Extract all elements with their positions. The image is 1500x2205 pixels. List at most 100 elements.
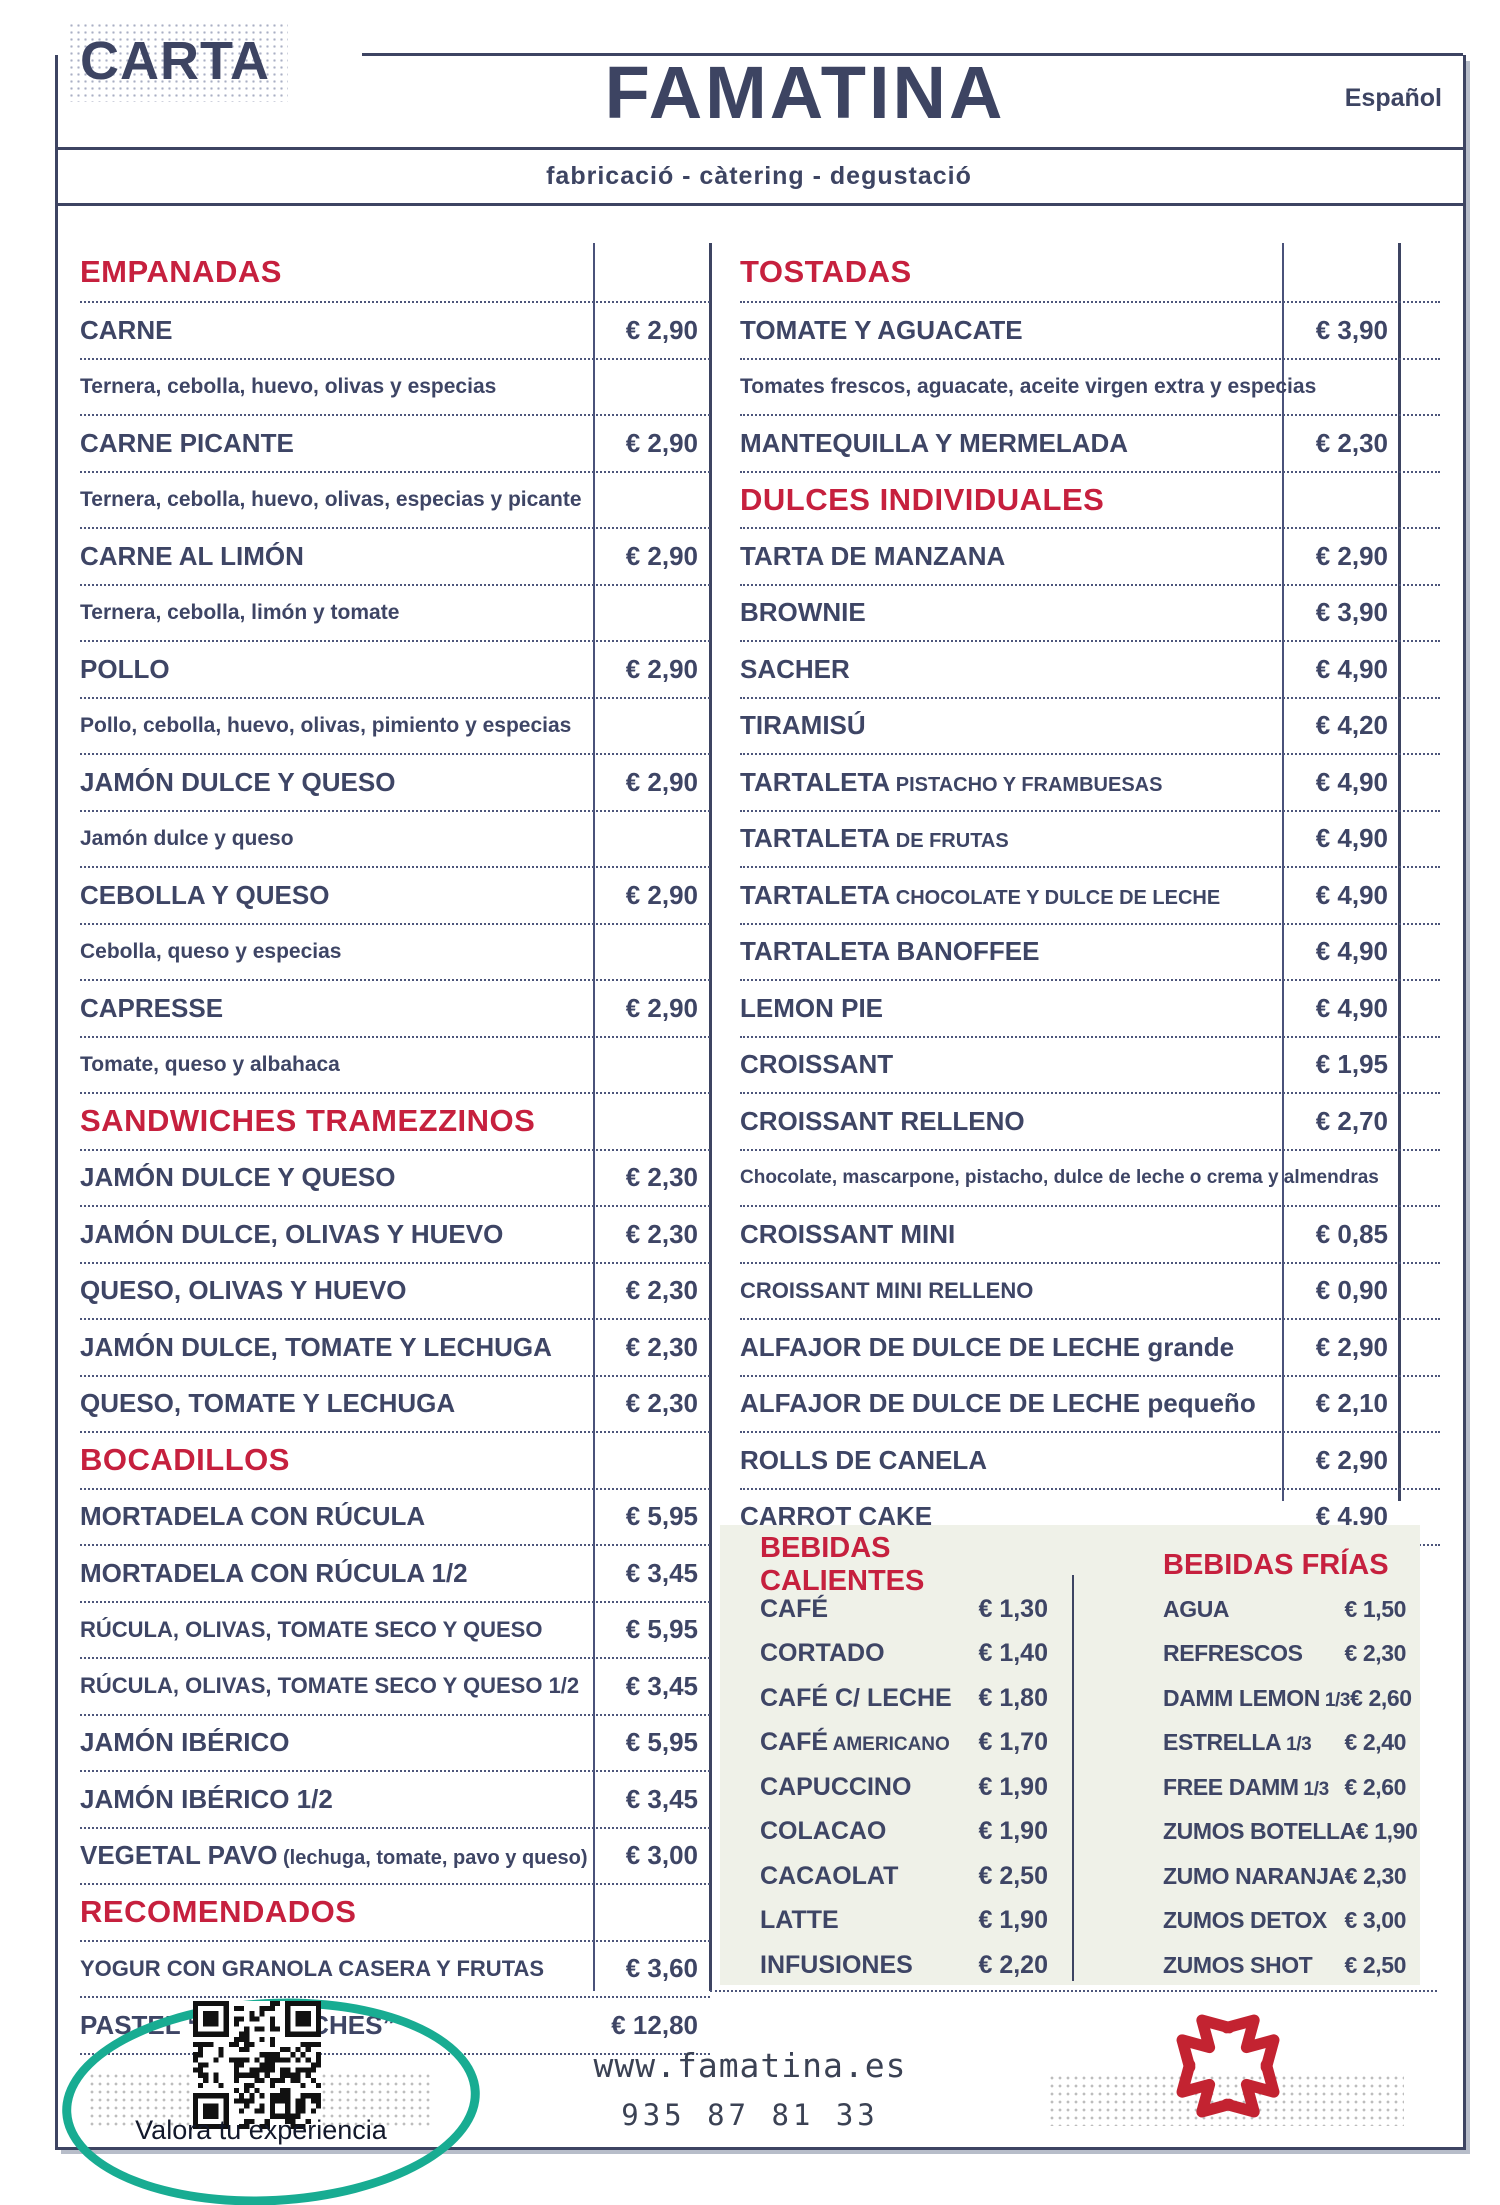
item-name: CARNE: [80, 314, 173, 345]
tagline: fabricació - càtering - degustació: [546, 162, 972, 190]
item-price: € 0,90: [1315, 1275, 1388, 1306]
item-description: Pollo, cebolla, huevo, olivas, pimiento …: [80, 699, 710, 755]
item-name: JAMÓN IBÉRICO: [80, 1727, 290, 1758]
drink-price: € 2,20: [978, 1950, 1048, 1979]
brand-logo: FAMATINA: [604, 51, 1006, 134]
cold-drinks-column: BEBIDAS FRÍAS AGUA € 1,50 REFRESCOS € 2,30 D…: [1163, 1543, 1418, 1988]
item-name: SACHER: [740, 653, 850, 684]
item-price: € 2,70: [1315, 1105, 1388, 1136]
drink-price: € 1,40: [978, 1639, 1048, 1668]
item-price: € 1,95: [1315, 1049, 1388, 1080]
menu-item-row: VEGETAL PAVO (lechuga, tomate, pavo y qu…: [80, 1829, 710, 1885]
menu-item-row: TARTALETA BANOFFEE € 4,90: [740, 925, 1440, 981]
item-description: Ternera, cebolla, limón y tomate: [80, 586, 710, 642]
item-description: Jamón dulce y queso: [80, 812, 710, 868]
item-price: € 4,90: [1315, 992, 1388, 1023]
drink-name: ZUMO NARANJA: [1163, 1862, 1345, 1889]
section-heading: BEBIDAS FRÍAS: [1163, 1548, 1389, 1581]
item-description: Ternera, cebolla, huevo, olivas, especia…: [80, 473, 710, 529]
menu-item-row: CARNE € 2,90: [80, 303, 710, 360]
drink-price: € 1,90: [978, 1772, 1048, 1801]
drink-item-row: CORTADO € 1,40: [760, 1632, 1048, 1677]
language-toggle[interactable]: Español: [1344, 84, 1442, 112]
item-subname: CHOCOLATE Y DULCE DE LECHE: [890, 886, 1221, 909]
menu-item-row: CROISSANT MINI € 0,85: [740, 1207, 1440, 1264]
item-description: Chocolate, mascarpone, pistacho, dulce d…: [740, 1151, 1440, 1207]
tagline-band: fabricació - càtering - degustació: [55, 147, 1463, 206]
drink-item-row: DAMM LEMON 1/3 € 2,60: [1163, 1676, 1412, 1721]
menu-item-row: TARTALETA PISTACHO Y FRAMBUESAS € 4,90: [740, 755, 1440, 812]
menu-item-row: RÚCULA, OLIVAS, TOMATE SECO Y QUESO 1/2 €…: [80, 1659, 710, 1716]
drink-subname: 1/3: [1281, 1734, 1312, 1756]
item-price: € 2,30: [1315, 427, 1388, 458]
menu-item-row: TIRAMISÚ € 4,20: [740, 699, 1440, 755]
drink-item-row: ZUMO NARANJA € 2,30: [1163, 1854, 1407, 1899]
item-name: TOMATE Y AGUACATE: [740, 314, 1023, 345]
item-name: ROLLS DE CANELA: [740, 1444, 987, 1475]
item-name: MORTADELA CON RÚCULA 1/2: [80, 1557, 468, 1588]
item-price: € 3,45: [625, 1557, 698, 1588]
drink-name: FREE DAMM 1/3: [1163, 1773, 1330, 1800]
item-price: € 3,45: [625, 1670, 698, 1701]
menu-item-row: JAMÓN IBÉRICO € 5,95: [80, 1716, 710, 1772]
drink-price: € 1,80: [978, 1683, 1048, 1712]
menu-item-row: CROISSANT MINI RELLENO € 0,90: [740, 1264, 1440, 1320]
item-name: CROISSANT: [740, 1049, 894, 1080]
item-price: € 2,30: [625, 1331, 698, 1362]
item-price: € 2,90: [625, 766, 698, 797]
item-name: QUESO, OLIVAS Y HUEVO: [80, 1275, 407, 1306]
menu-item-row: CROISSANT RELLENO € 2,70: [740, 1094, 1440, 1151]
item-price: € 2,90: [1315, 1331, 1388, 1362]
drink-price: € 1,30: [978, 1594, 1048, 1623]
menu-item-row: TARTA DE MANZANA € 2,90: [740, 529, 1440, 586]
menu-item-row: MORTADELA CON RÚCULA 1/2 € 3,45: [80, 1546, 710, 1603]
item-price: € 5,95: [625, 1727, 698, 1758]
item-name: CROISSANT MINI RELLENO: [740, 1277, 1034, 1303]
item-name: JAMÓN DULCE, TOMATE Y LECHUGA: [80, 1331, 552, 1362]
item-description: Ternera, cebolla, huevo, olivas y especi…: [80, 360, 710, 416]
menu-item-row: CEBOLLA Y QUESO € 2,90: [80, 868, 710, 925]
menu-item-row: QUESO, TOMATE Y LECHUGA € 2,30: [80, 1377, 710, 1433]
item-description: Cebolla, queso y especias: [80, 925, 710, 981]
drink-subname: 1/3: [1298, 1778, 1330, 1800]
item-price: € 0,85: [1315, 1218, 1388, 1249]
drink-name: ESTRELLA 1/3: [1163, 1729, 1312, 1756]
item-name: MANTEQUILLA Y MERMELADA: [740, 427, 1129, 458]
right-column-edge: [1398, 243, 1401, 1501]
item-name: CROISSANT RELLENO: [740, 1105, 1025, 1136]
page-border: [55, 55, 1466, 2150]
menu-item-row: JAMÓN IBÉRICO 1/2 € 3,45: [80, 1772, 710, 1829]
drink-item-row: CAFÉ AMERICANO € 1,70: [760, 1721, 1048, 1766]
item-name: POLLO: [80, 653, 170, 684]
item-price: € 12,80: [611, 2009, 698, 2040]
section-heading: EMPANADAS: [80, 243, 710, 303]
item-name: CAPRESSE: [80, 992, 224, 1023]
drink-price: € 1,90: [978, 1906, 1048, 1935]
item-price: € 5,95: [625, 1501, 698, 1532]
item-price: € 3,60: [625, 1953, 698, 1984]
menu-item-row: MORTADELA CON RÚCULA € 5,95: [80, 1490, 710, 1546]
item-name: ALFAJOR DE DULCE DE LECHE pequeño: [740, 1388, 1256, 1419]
item-name: TARTALETA PISTACHO Y FRAMBUESAS: [740, 766, 1163, 797]
drink-name: ZUMOS SHOT: [1163, 1951, 1313, 1978]
item-name: MORTADELA CON RÚCULA: [80, 1501, 426, 1532]
item-price: € 2,90: [625, 314, 698, 345]
item-name: JAMÓN DULCE Y QUESO: [80, 1162, 396, 1193]
menu-item-row: SACHER € 4,90: [740, 642, 1440, 699]
menu-item-row: LEMON PIE € 4,90: [740, 981, 1440, 1038]
header-rule: [362, 53, 1463, 56]
menu-item-row: YOGUR CON GRANOLA CASERA Y FRUTAS € 3,60: [80, 1942, 710, 1998]
drink-name: COLACAO: [760, 1817, 887, 1846]
item-price: € 3,00: [625, 1840, 698, 1871]
section-heading: SANDWICHES TRAMEZZINOS: [80, 1094, 710, 1151]
menu-item-row: TARTALETA DE FRUTAS € 4,90: [740, 812, 1440, 868]
drinks-box: BEBIDAS CALIENTES CAFÉ € 1,30 CORTADO € 1,4…: [720, 1525, 1420, 1985]
item-name: VEGETAL PAVO (lechuga, tomate, pavo y qu…: [80, 1840, 588, 1871]
drink-price: € 3,00: [1344, 1907, 1406, 1934]
drink-item-row: CAPUCCINO € 1,90: [760, 1765, 1048, 1810]
menu-item-row: QUESO, OLIVAS Y HUEVO € 2,30: [80, 1264, 710, 1320]
drink-name: CAFÉ AMERICANO: [760, 1728, 950, 1757]
drink-item-row: LATTE € 1,90: [760, 1899, 1048, 1944]
drink-price: € 2,30: [1344, 1640, 1406, 1667]
